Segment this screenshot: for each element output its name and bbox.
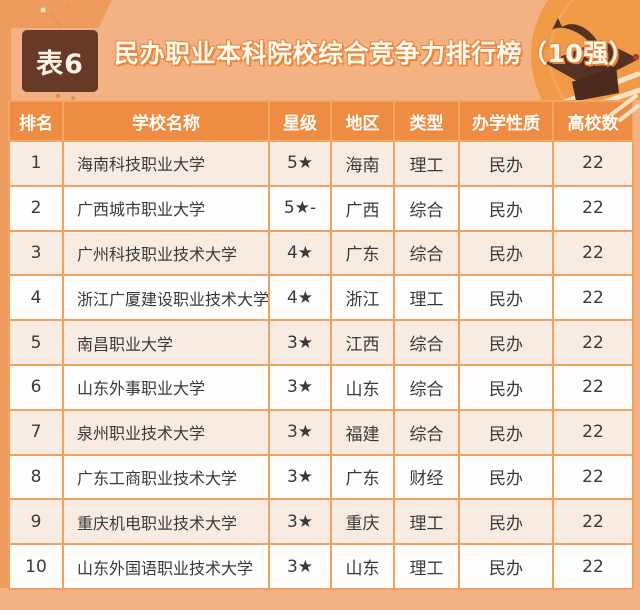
table-cell: 泉州职业技术大学 bbox=[62, 408, 270, 456]
table-cell: 9 bbox=[8, 498, 64, 546]
table-cell: 民办 bbox=[458, 140, 554, 187]
table-cell: 财经 bbox=[393, 453, 460, 501]
column-header-1: 学校名称 bbox=[62, 100, 270, 142]
table-cell: 综合 bbox=[393, 319, 460, 366]
table-cell: 3★ bbox=[268, 453, 332, 501]
table-cell: 22 bbox=[552, 543, 634, 590]
table-cell: 海南 bbox=[330, 140, 395, 187]
table-cell: 3★ bbox=[268, 363, 332, 411]
table-cell: 广州科技职业技术大学 bbox=[62, 229, 270, 277]
table-cell: 理工 bbox=[393, 498, 460, 546]
table-cell: 民办 bbox=[458, 543, 554, 590]
table-cell: 1 bbox=[8, 140, 64, 187]
table-cell: 南昌职业大学 bbox=[62, 319, 270, 366]
table-cell: 22 bbox=[552, 363, 634, 411]
table-row: 5 南昌职业大学 3★ 江西 综合 民办 22 bbox=[8, 319, 634, 366]
table-cell: 4 bbox=[8, 274, 64, 322]
table-cell: 22 bbox=[552, 274, 634, 322]
table-cell: 浙江 bbox=[330, 274, 395, 322]
table-cell: 2 bbox=[8, 184, 64, 232]
table-cell: 广西 bbox=[330, 184, 395, 232]
column-header-6: 高校数 bbox=[552, 100, 634, 142]
table-cell: 综合 bbox=[393, 408, 460, 456]
table-cell: 理工 bbox=[393, 543, 460, 590]
table-cell: 民办 bbox=[458, 408, 554, 456]
page-title: 民办职业本科院校综合竞争力排行榜（10强） bbox=[114, 39, 635, 68]
table-cell: 22 bbox=[552, 229, 634, 277]
table-number-badge: 表6 bbox=[22, 30, 98, 92]
table-cell: 22 bbox=[552, 140, 634, 187]
table-cell: 22 bbox=[552, 498, 634, 546]
table-row: 7 泉州职业技术大学 3★ 福建 综合 民办 22 bbox=[8, 408, 634, 456]
table-row: 3 广州科技职业技术大学 4★ 广东 综合 民办 22 bbox=[8, 229, 634, 277]
table-cell: 4★ bbox=[268, 229, 332, 277]
table-cell: 22 bbox=[552, 408, 634, 456]
table-cell: 民办 bbox=[458, 229, 554, 277]
table-cell: 浙江广厦建设职业技术大学 bbox=[62, 274, 270, 322]
table-cell: 理工 bbox=[393, 140, 460, 187]
top-left-accent-patch bbox=[0, 0, 112, 28]
table-cell: 22 bbox=[552, 453, 634, 501]
table-cell: 3★ bbox=[268, 319, 332, 366]
table-cell: 7 bbox=[8, 408, 64, 456]
table-cell: 综合 bbox=[393, 184, 460, 232]
table-cell: 福建 bbox=[330, 408, 395, 456]
sketch-decor bbox=[563, 71, 640, 100]
table-cell: 5 bbox=[8, 319, 64, 366]
table-row: 4 浙江广厦建设职业技术大学 4★ 浙江 理工 民办 22 bbox=[8, 274, 634, 322]
table-cell: 山东外事职业大学 bbox=[62, 363, 270, 411]
table-cell: 民办 bbox=[458, 453, 554, 501]
table-cell: 8 bbox=[8, 453, 64, 501]
table-row: 10 山东外国语职业技术大学 3★ 山东 理工 民办 22 bbox=[8, 543, 634, 590]
table-row: 8 广东工商职业技术大学 3★ 广东 财经 民办 22 bbox=[8, 453, 634, 501]
table-cell: 3★ bbox=[268, 408, 332, 456]
table-cell: 6 bbox=[8, 363, 64, 411]
table-cell: 22 bbox=[552, 319, 634, 366]
table-cell: 广东 bbox=[330, 229, 395, 277]
table-row: 1 海南科技职业大学 5★ 海南 理工 民办 22 bbox=[8, 140, 634, 187]
table-cell: 3★ bbox=[268, 543, 332, 590]
table-cell: 民办 bbox=[458, 498, 554, 546]
column-header-3: 地区 bbox=[330, 100, 395, 142]
table-cell: 民办 bbox=[458, 363, 554, 411]
table-cell: 江西 bbox=[330, 319, 395, 366]
table-cell: 5★- bbox=[268, 184, 332, 232]
table-cell: 民办 bbox=[458, 319, 554, 366]
table-cell: 山东外国语职业技术大学 bbox=[62, 543, 270, 590]
table-cell: 10 bbox=[8, 543, 64, 590]
table-cell: 重庆机电职业技术大学 bbox=[62, 498, 270, 546]
table-cell: 山东 bbox=[330, 363, 395, 411]
table-row: 9 重庆机电职业技术大学 3★ 重庆 理工 民办 22 bbox=[8, 498, 634, 546]
table-cell: 5★ bbox=[268, 140, 332, 187]
table-row: 2 广西城市职业大学 5★- 广西 综合 民办 22 bbox=[8, 184, 634, 232]
column-header-2: 星级 bbox=[268, 100, 332, 142]
table-cell: 广东 bbox=[330, 453, 395, 501]
column-header-4: 类型 bbox=[393, 100, 460, 142]
table-body: 1 海南科技职业大学 5★ 海南 理工 民办 22 2 广西城市职业大学 5★- 广西 综合 民办 22 3… bbox=[8, 140, 634, 590]
table-cell: 综合 bbox=[393, 363, 460, 411]
table-cell: 3 bbox=[8, 229, 64, 277]
column-header-5: 办学性质 bbox=[458, 100, 554, 142]
table-cell: 山东 bbox=[330, 543, 395, 590]
table-header-row: 排名 学校名称 星级 地区 类型 办学性质 高校数 bbox=[8, 100, 634, 142]
left-accent-strip bbox=[0, 0, 11, 588]
column-header-0: 排名 bbox=[8, 100, 64, 142]
table-cell: 民办 bbox=[458, 274, 554, 322]
table-cell: 综合 bbox=[393, 229, 460, 277]
table-cell: 广东工商职业技术大学 bbox=[62, 453, 270, 501]
table-cell: 广西城市职业大学 bbox=[62, 184, 270, 232]
table-cell: 3★ bbox=[268, 498, 332, 546]
table-cell: 理工 bbox=[393, 274, 460, 322]
table-cell: 重庆 bbox=[330, 498, 395, 546]
table-cell: 海南科技职业大学 bbox=[62, 140, 270, 187]
table-row: 6 山东外事职业大学 3★ 山东 综合 民办 22 bbox=[8, 363, 634, 411]
ranking-table: 排名 学校名称 星级 地区 类型 办学性质 高校数 1 海南科技职业大学 5★ 海南 理工 民办 22 2… bbox=[8, 100, 634, 590]
table-cell: 22 bbox=[552, 184, 634, 232]
table-cell: 4★ bbox=[268, 274, 332, 322]
table-cell: 民办 bbox=[458, 184, 554, 232]
